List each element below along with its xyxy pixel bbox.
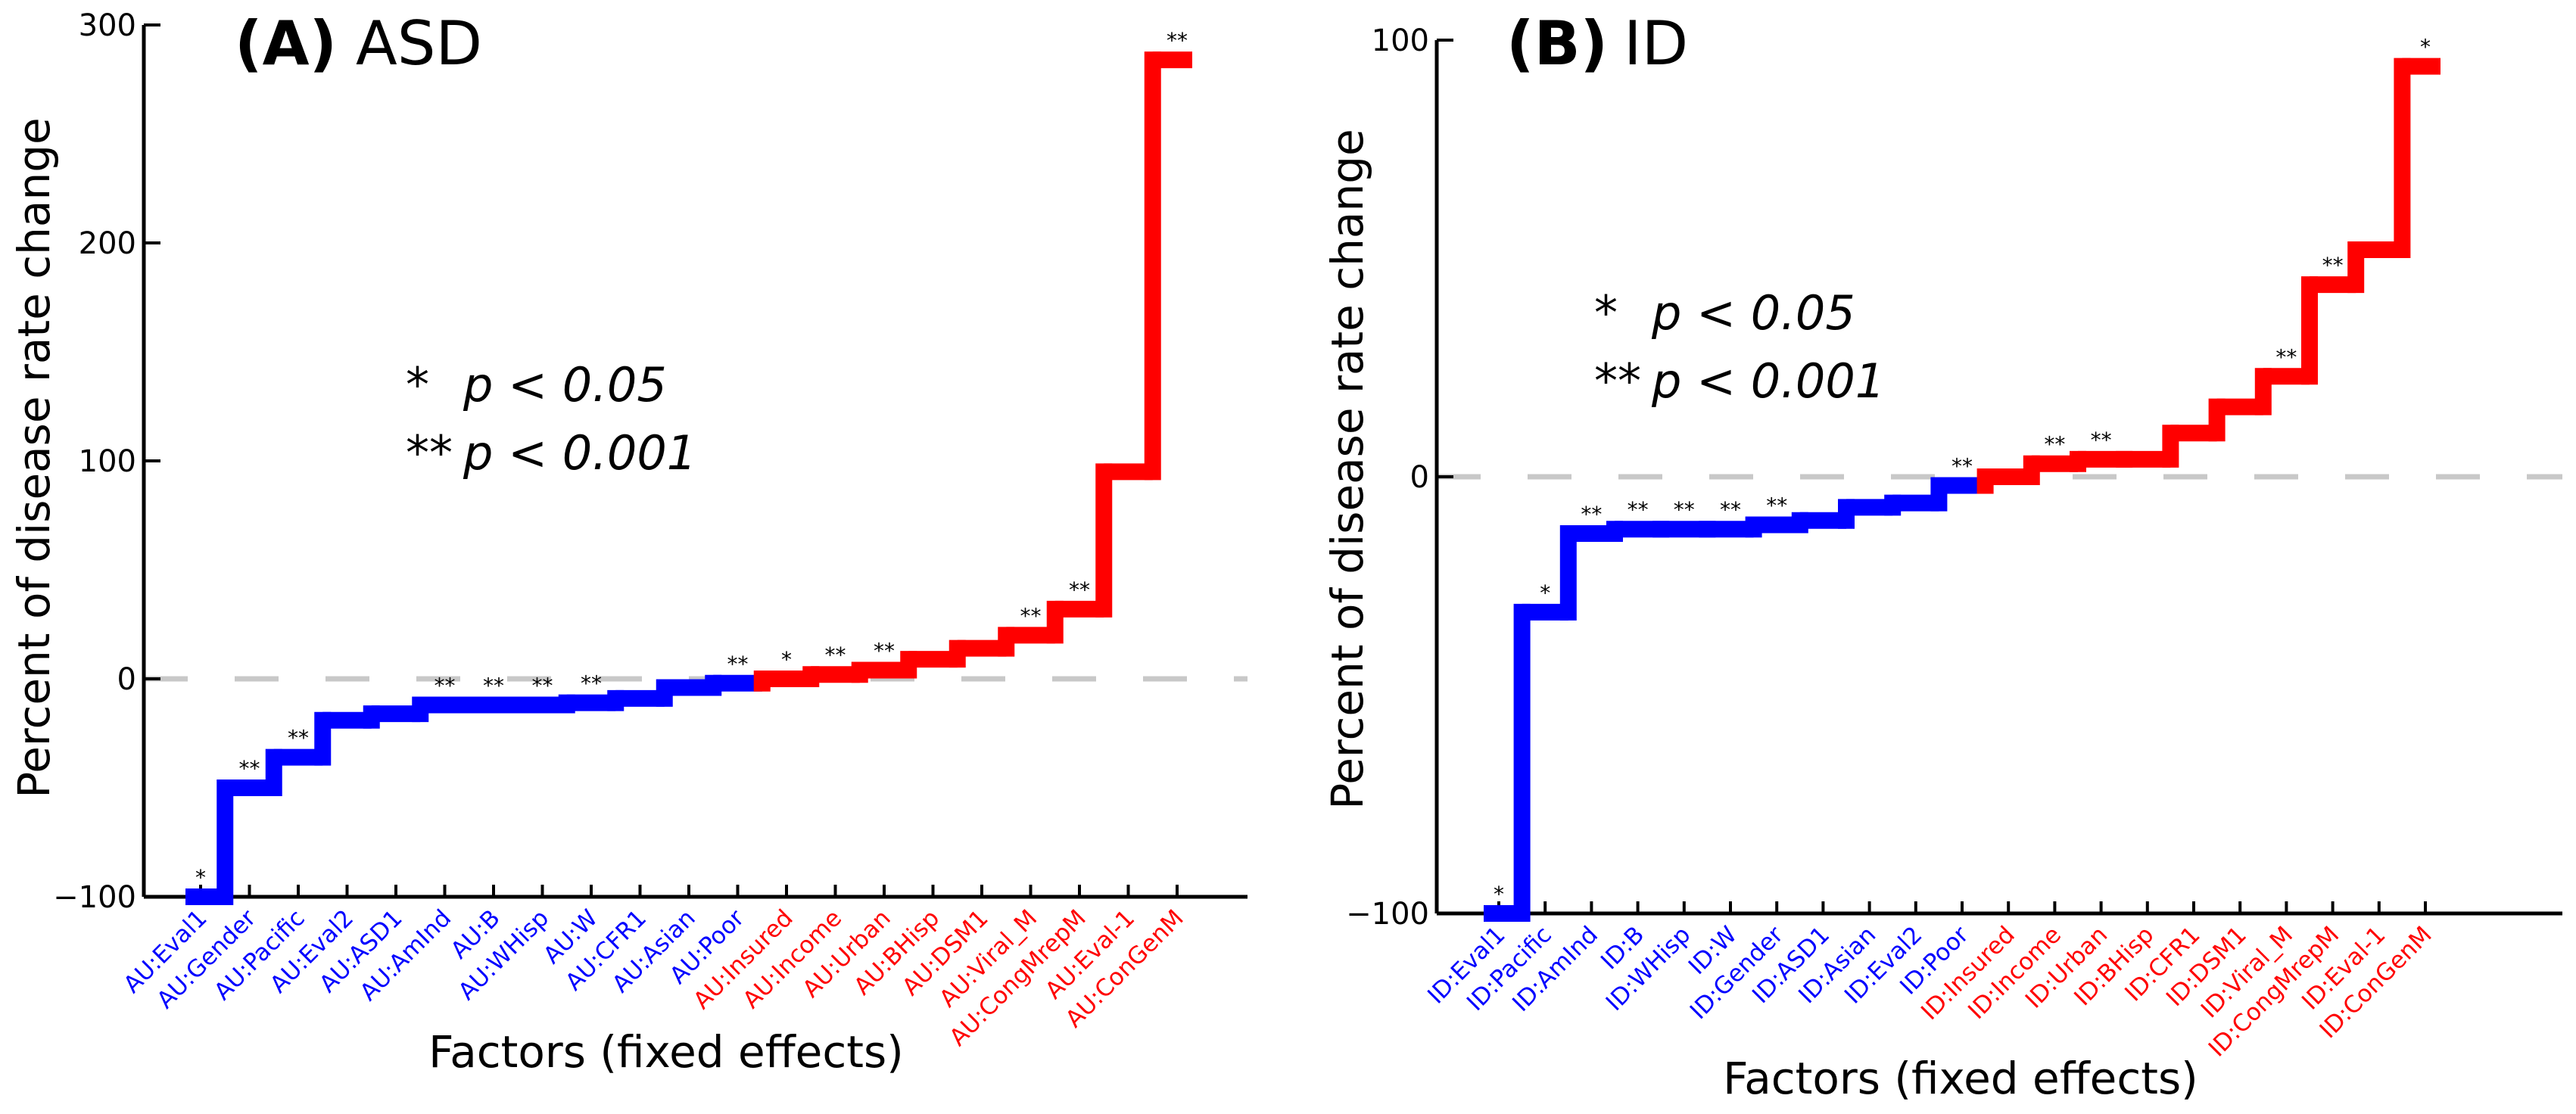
panel-label: (A) [235,8,337,79]
significance-marker: ** [1720,497,1741,522]
y-tick-label: 100 [79,444,136,479]
y-tick-label: 100 [1372,23,1429,58]
panel-a-asd: −1000100200300AU:Eval1AU:GenderAU:Pacifi… [8,8,1248,1078]
panel-b-id: −1000100ID:Eval1ID:PacificID:AmIndID:BID… [1322,8,2562,1104]
significance-marker: ** [2091,428,2112,453]
legend-text-1: p < 0.05 [1651,285,1855,341]
significance-marker: ** [825,643,846,667]
x-axis-label: Factors (fixed effects) [1723,1053,2198,1104]
y-tick-label: 200 [79,226,136,261]
significance-marker: * [1540,580,1550,605]
significance-marker: ** [239,756,260,781]
legend-text-1: p < 0.05 [463,357,667,412]
x-axis-label: Factors (fixed effects) [428,1026,904,1078]
y-tick-label: −100 [53,880,136,915]
significance-marker: * [2420,35,2431,60]
legend-stars-2: ** [1594,353,1641,409]
significance-marker: ** [483,674,504,699]
significance-marker: ** [1766,493,1787,518]
significance-marker: ** [288,726,309,751]
y-tick-label: 0 [1410,460,1429,495]
significance-marker: ** [2275,344,2297,369]
significance-marker: * [1494,882,1504,907]
significance-marker: ** [581,671,602,696]
significance-marker: ** [1674,497,1695,522]
significance-marker: ** [1167,28,1188,53]
panel-label: (B) [1506,8,1608,79]
y-tick-label: −100 [1346,897,1429,932]
significance-marker: ** [1951,454,1973,479]
significance-marker: ** [1069,577,1090,602]
panel-title: ID [1624,8,1688,79]
y-tick-label: 0 [117,662,136,697]
y-tick-label: 300 [79,8,136,43]
significance-marker: ** [435,674,456,699]
significance-marker: ** [1581,502,1602,527]
significance-marker: ** [532,674,553,699]
significance-marker: * [781,647,792,672]
significance-marker: ** [727,652,749,677]
y-axis-label: Percent of disease rate change [8,117,60,798]
legend-text-2: p < 0.001 [463,425,696,481]
significance-marker: ** [2322,253,2344,278]
significance-marker: * [195,865,206,890]
significance-marker: ** [2044,432,2065,457]
legend-stars-1: * [1594,285,1618,341]
legend-stars-1: * [406,357,429,412]
y-axis-label: Percent of disease rate change [1322,129,1373,809]
legend-text-2: p < 0.001 [1651,353,1885,409]
significance-marker: ** [1020,603,1042,628]
legend-stars-2: ** [406,425,453,481]
panel-title: ASD [356,8,482,79]
significance-marker: ** [874,638,895,663]
significance-marker: ** [1628,497,1649,522]
